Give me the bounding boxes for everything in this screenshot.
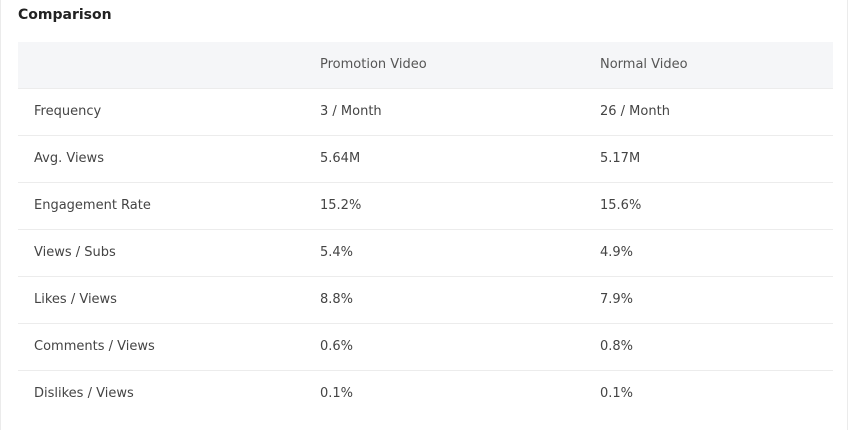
comparison-table: Promotion Video Normal Video Frequency 3… xyxy=(18,42,833,418)
metric-label: Dislikes / Views xyxy=(34,386,134,401)
promotion-value: 8.8% xyxy=(320,292,354,307)
column-header-normal-video: Normal Video xyxy=(600,57,688,72)
table-row: Views / Subs 5.4% 4.9% xyxy=(18,230,833,277)
metric-label: Frequency xyxy=(34,104,102,119)
table-row: Frequency 3 / Month 26 / Month xyxy=(18,89,833,136)
column-header-promotion-video: Promotion Video xyxy=(320,57,427,72)
table-row: Avg. Views 5.64M 5.17M xyxy=(18,136,833,183)
card-title: Comparison xyxy=(18,7,112,23)
table-row: Likes / Views 8.8% 7.9% xyxy=(18,277,833,324)
table-row: Dislikes / Views 0.1% 0.1% xyxy=(18,371,833,418)
metric-label: Engagement Rate xyxy=(34,198,151,213)
metric-label: Avg. Views xyxy=(34,151,104,166)
normal-value: 0.1% xyxy=(600,386,634,401)
promotion-value: 0.1% xyxy=(320,386,354,401)
promotion-value: 5.64M xyxy=(320,151,361,166)
table-header-row: Promotion Video Normal Video xyxy=(18,42,833,89)
normal-value: 5.17M xyxy=(600,151,641,166)
metric-label: Views / Subs xyxy=(34,245,116,260)
normal-value: 26 / Month xyxy=(600,104,670,119)
promotion-value: 15.2% xyxy=(320,198,362,213)
normal-value: 15.6% xyxy=(600,198,642,213)
metric-label: Comments / Views xyxy=(34,339,155,354)
promotion-value: 5.4% xyxy=(320,245,354,260)
promotion-value: 0.6% xyxy=(320,339,354,354)
table-row: Comments / Views 0.6% 0.8% xyxy=(18,324,833,371)
normal-value: 7.9% xyxy=(600,292,634,307)
normal-value: 4.9% xyxy=(600,245,634,260)
table-row: Engagement Rate 15.2% 15.6% xyxy=(18,183,833,230)
normal-value: 0.8% xyxy=(600,339,634,354)
promotion-value: 3 / Month xyxy=(320,104,382,119)
metric-label: Likes / Views xyxy=(34,292,117,307)
